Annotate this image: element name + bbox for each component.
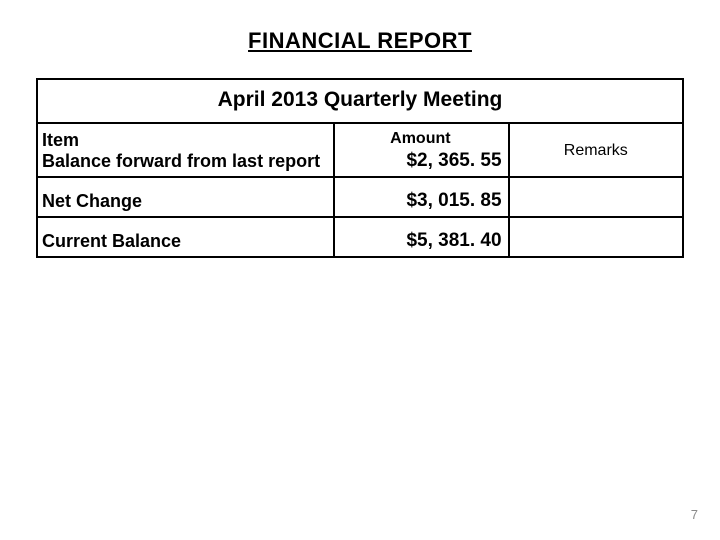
row1-item: Net Change (37, 177, 334, 217)
col-amount-header: Amount (339, 126, 501, 150)
col-item-header: Item (42, 130, 329, 151)
row2-amount: $5, 381. 40 (334, 217, 508, 257)
row0-item: Balance forward from last report (42, 151, 329, 172)
meeting-title: April 2013 Quarterly Meeting (37, 79, 683, 123)
header-and-first-row: Item Balance forward from last report Am… (37, 123, 683, 177)
financial-table: April 2013 Quarterly Meeting Item Balanc… (36, 78, 684, 258)
col-remarks-header: Remarks (510, 138, 682, 162)
page-title: FINANCIAL REPORT (0, 0, 720, 78)
col-remarks: Remarks (509, 123, 683, 177)
row1-remarks (509, 177, 683, 217)
row2-item: Current Balance (37, 217, 334, 257)
page-number: 7 (691, 507, 698, 522)
col-amount: Amount $2, 365. 55 (334, 123, 508, 177)
row0-amount: $2, 365. 55 (339, 150, 501, 172)
col-item: Item Balance forward from last report (37, 123, 334, 177)
row1-amount: $3, 015. 85 (334, 177, 508, 217)
meeting-row: April 2013 Quarterly Meeting (37, 79, 683, 123)
table-row: Current Balance $5, 381. 40 (37, 217, 683, 257)
table-row: Net Change $3, 015. 85 (37, 177, 683, 217)
financial-table-wrap: April 2013 Quarterly Meeting Item Balanc… (36, 78, 684, 258)
row2-remarks (509, 217, 683, 257)
